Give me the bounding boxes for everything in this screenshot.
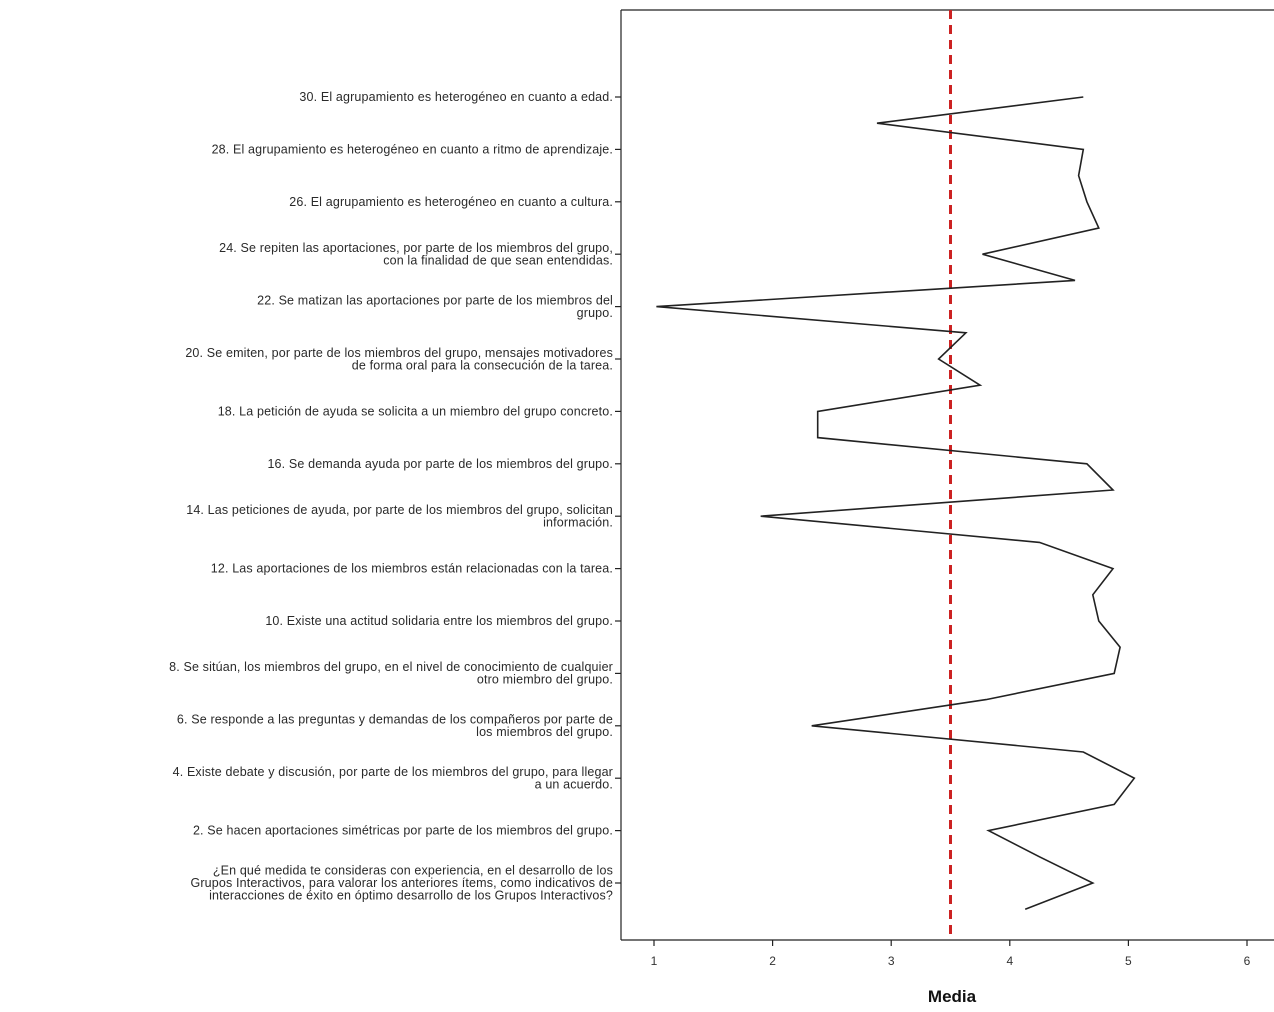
category-label: 6. Se responde a las preguntas y demanda… <box>177 713 613 740</box>
category-label-line: 22. Se matizan las aportaciones por part… <box>257 293 613 307</box>
category-label-line: 26. El agrupamiento es heterogéneo en cu… <box>289 195 613 209</box>
category-label-line: información. <box>543 515 613 529</box>
category-label-line: 8. Se sitúan, los miembros del grupo, en… <box>169 660 613 674</box>
category-label-line: 4. Existe debate y discusión, por parte … <box>173 765 613 779</box>
category-label: 26. El agrupamiento es heterogéneo en cu… <box>289 195 613 209</box>
category-label: 20. Se emiten, por parte de los miembros… <box>185 346 613 373</box>
category-label-line: 18. La petición de ayuda se solicita a u… <box>218 404 613 418</box>
category-label-line: 2. Se hacen aportaciones simétricas por … <box>193 824 613 838</box>
x-tick-label: 4 <box>1006 954 1013 968</box>
category-label-line: con la finalidad de que sean entendidas. <box>383 253 613 267</box>
category-label-line: los miembros del grupo. <box>476 725 613 739</box>
x-tick-label: 5 <box>1125 954 1132 968</box>
category-label-line: de forma oral para la consecución de la … <box>352 358 613 372</box>
category-label: 10. Existe una actitud solidaria entre l… <box>265 614 613 628</box>
category-label-line: 14. Las peticiones de ayuda, por parte d… <box>186 503 613 517</box>
category-label-line: 30. El agrupamiento es heterogéneo en cu… <box>299 90 613 104</box>
category-label: 8. Se sitúan, los miembros del grupo, en… <box>169 660 613 687</box>
category-label-line: 10. Existe una actitud solidaria entre l… <box>265 614 613 628</box>
category-label-line: otro miembro del grupo. <box>477 673 613 687</box>
plot-area <box>620 9 1274 941</box>
category-label: 2. Se hacen aportaciones simétricas por … <box>193 824 613 838</box>
x-tick-label: 3 <box>888 954 895 968</box>
category-label: 24. Se repiten las aportaciones, por par… <box>219 241 613 268</box>
category-label-line: 24. Se repiten las aportaciones, por par… <box>219 241 613 255</box>
category-label-line: 28. El agrupamiento es heterogéneo en cu… <box>212 142 613 156</box>
x-tick-label: 6 <box>1244 954 1251 968</box>
category-label: 30. El agrupamiento es heterogéneo en cu… <box>299 90 613 104</box>
category-label: 4. Existe debate y discusión, por parte … <box>173 765 613 792</box>
category-label-line: 20. Se emiten, por parte de los miembros… <box>185 346 613 360</box>
category-label-line: grupo. <box>577 306 613 320</box>
category-label-line: interacciones de éxito en óptimo desarro… <box>209 889 613 903</box>
category-label-line: 6. Se responde a las preguntas y demanda… <box>177 713 613 727</box>
category-label: 18. La petición de ayuda se solicita a u… <box>218 404 613 418</box>
x-axis-title: Media <box>928 987 977 1006</box>
series-line <box>656 96 1136 910</box>
axis-ticks: 1 2 3 4 5 6 <box>615 96 1251 968</box>
category-label-line: 16. Se demanda ayuda por parte de los mi… <box>267 457 613 471</box>
category-label: 22. Se matizan las aportaciones por part… <box>257 293 613 320</box>
category-label-line: Grupos Interactivos, para valorar los an… <box>190 876 613 890</box>
x-tick-label: 1 <box>651 954 658 968</box>
category-label: 12. Las aportaciones de los miembros est… <box>211 562 613 576</box>
category-label: 28. El agrupamiento es heterogéneo en cu… <box>212 142 613 156</box>
category-label-line: ¿En qué medida te consideras con experie… <box>213 864 613 878</box>
category-label: 16. Se demanda ayuda por parte de los mi… <box>267 457 613 471</box>
x-tick-label: 2 <box>769 954 776 968</box>
category-label: 14. Las peticiones de ayuda, por parte d… <box>186 503 613 530</box>
category-label-line: 12. Las aportaciones de los miembros est… <box>211 562 613 576</box>
category-label-line: a un acuerdo. <box>535 777 613 791</box>
category-labels: 30. El agrupamiento es heterogéneo en cu… <box>169 90 613 903</box>
category-label: ¿En qué medida te consideras con experie… <box>190 864 613 903</box>
